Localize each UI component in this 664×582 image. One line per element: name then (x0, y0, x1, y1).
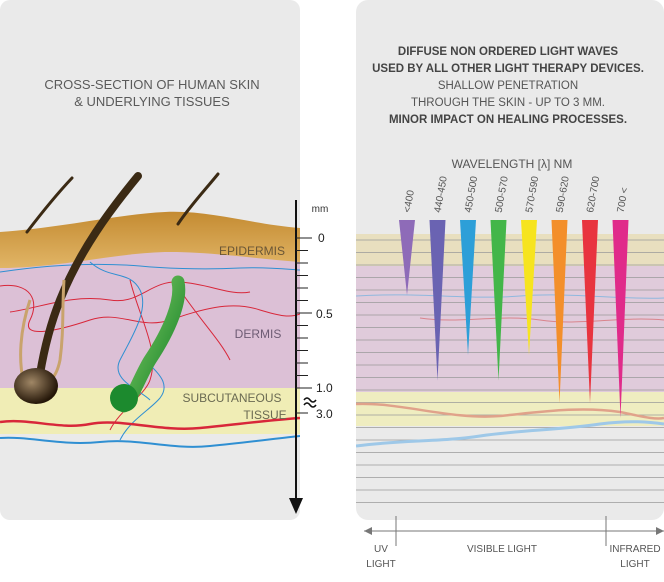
dermis-label: DERMIS (235, 327, 282, 341)
hair (25, 176, 74, 234)
spectrum-bar: UV LIGHT VISIBLE LIGHT INFRARED LIGHT (364, 516, 664, 570)
wavelength-band-label: <400 (402, 189, 417, 214)
scale-tick-label: 0.5 (316, 307, 333, 321)
desc-line3: SHALLOW PENETRATION (438, 80, 578, 92)
arrow-down-icon (289, 498, 303, 514)
uv-light-label-line2: LIGHT (366, 559, 395, 570)
light-beam (582, 220, 598, 403)
light-beam (429, 220, 446, 381)
light-beam (460, 220, 476, 355)
scale-tick-label: 3.0 (316, 407, 333, 421)
hair-bulb (14, 368, 58, 404)
blood-vessel (0, 263, 300, 273)
blood-vessel (179, 289, 231, 361)
infrared-light-label-line1: INFRARED (609, 544, 660, 555)
desc-line1: DIFFUSE NON ORDERED LIGHT WAVES (398, 46, 619, 58)
blood-vessel (356, 402, 664, 420)
blood-vessel (356, 420, 664, 448)
desc-line2: USED BY ALL OTHER LIGHT THERAPY DEVICES. (372, 63, 644, 75)
uv-light-label-line1: UV (374, 544, 388, 555)
blood-vessel (0, 435, 300, 448)
subcutaneous-label-line1: SUBCUTANEOUS (182, 391, 281, 405)
left-title-line1: CROSS-SECTION OF HUMAN SKIN (44, 77, 259, 92)
left-title-line2: & UNDERLYING TISSUES (74, 94, 230, 109)
scale-tick-label: 1.0 (316, 381, 333, 395)
scale-unit: mm (312, 204, 329, 215)
epidermis-layer (0, 211, 300, 268)
arrow-right-icon (656, 527, 664, 535)
blood-vessel (89, 261, 151, 401)
depth-scale: mm 0 0.5 1.0 3.0 (289, 200, 333, 514)
blood-vessel (0, 416, 300, 430)
scale-tick-label: 0 (318, 231, 325, 245)
wavelength-band-label: 700 < (616, 187, 631, 214)
scale-break-icon (300, 393, 324, 408)
blood-vessel (419, 317, 664, 323)
left-panel: CROSS-SECTION OF HUMAN SKIN & UNDERLYING… (0, 0, 300, 520)
infrared-light-label-line2: LIGHT (620, 559, 649, 570)
blood-vessel (0, 284, 300, 333)
wavelength-label: WAVELENGTH [λ] NM (452, 157, 573, 171)
hair (176, 172, 220, 226)
light-beam (521, 220, 537, 355)
light-beam (612, 220, 629, 418)
light-beam (490, 220, 507, 381)
arrow-left-icon (364, 527, 372, 535)
light-beam (551, 220, 568, 403)
visible-light-label: VISIBLE LIGHT (467, 544, 537, 555)
desc-line5: MINOR IMPACT ON HEALING PROCESSES. (389, 114, 627, 126)
light-beam (399, 220, 415, 295)
sebaceous-gland (110, 384, 138, 412)
desc-line4: THROUGH THE SKIN - UP TO 3 MM. (411, 97, 605, 109)
epidermis-label: EPIDERMIS (219, 244, 285, 258)
right-panel (356, 0, 664, 520)
subcutaneous-label-line2: TISSUE (243, 408, 286, 422)
blood-vessel (9, 281, 251, 313)
